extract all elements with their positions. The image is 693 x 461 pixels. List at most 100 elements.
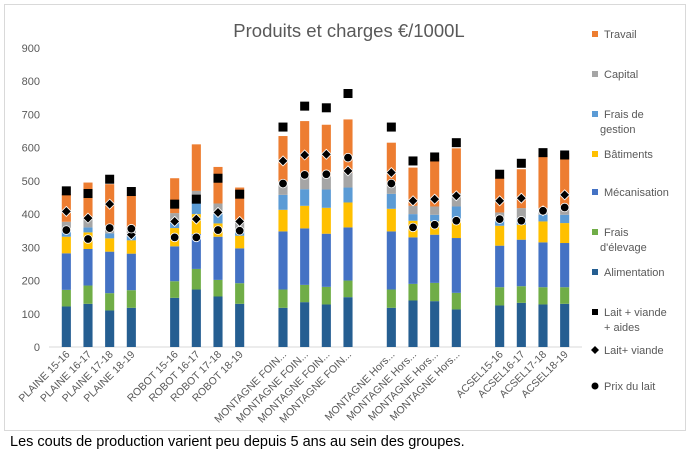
marker-lait-viande-aides xyxy=(213,173,223,183)
bar-segment-b-timents xyxy=(516,224,526,240)
marker-lait-viande-aides xyxy=(126,187,136,197)
marker-lait-viande-aides xyxy=(235,189,245,199)
bar-segment-travail xyxy=(451,148,461,194)
y-axis: 0 100 200 300 400 500 600 700 800 900 xyxy=(22,43,40,354)
marker-prix-du-lait xyxy=(299,170,310,180)
bar-segment-frais-de-gestion xyxy=(278,194,288,210)
bar-segment-b-timents xyxy=(235,235,245,249)
bar-segment-frais-de-gestion xyxy=(300,189,310,206)
marker-lait-viande-aides xyxy=(191,194,201,204)
bar-segment-alimentation xyxy=(451,309,461,347)
bar-segment-alimentation xyxy=(430,301,440,347)
bar-segment-alimentation xyxy=(191,289,201,347)
legend: Travail Capital Frais de gestion Bâtiments Mé… xyxy=(591,29,669,393)
bar-segment-m-canisation xyxy=(516,239,526,287)
marker-lait-viande-aides xyxy=(560,150,570,160)
marker-prix-du-lait xyxy=(104,223,115,233)
y-tick-label: 700 xyxy=(22,109,40,121)
legend-swatch-frais-de-gestion xyxy=(592,111,598,117)
y-tick-label: 200 xyxy=(22,276,40,288)
y-tick-label: 0 xyxy=(34,342,40,354)
bar-segment-capital xyxy=(300,175,310,190)
bar-segment-frais-d-levage xyxy=(191,268,201,290)
marker-lait-viande xyxy=(299,149,311,161)
bar-segment-frais-de-gestion xyxy=(343,187,353,203)
marker-prix-du-lait xyxy=(213,225,223,235)
marker-lait-viande-aides xyxy=(321,103,331,113)
marker-lait-viande xyxy=(320,148,332,160)
bar-segment-b-timents xyxy=(61,236,71,254)
bar-segment-capital xyxy=(343,172,353,188)
legend-swatch-alimentation xyxy=(592,269,598,275)
bar-segment-b-timents xyxy=(538,221,548,243)
marker-prix-du-lait xyxy=(559,202,570,213)
bar-segment-travail xyxy=(560,153,570,207)
marker-prix-du-lait xyxy=(83,234,93,244)
bar-segment-alimentation xyxy=(516,302,526,347)
marker-prix-du-lait xyxy=(516,216,527,226)
bar-segment-alimentation xyxy=(105,310,115,347)
bar-segment-b-timents xyxy=(321,207,331,234)
bar-segment-capital xyxy=(430,206,440,215)
bar-segment-alimentation xyxy=(170,297,180,347)
bar-segment-capital xyxy=(386,183,396,194)
marker-lait-viande-aides xyxy=(61,186,71,196)
legend-label: Lait+ viande xyxy=(604,345,664,357)
bar-segment-frais-d-levage xyxy=(170,281,180,298)
bar-segment-frais-d-levage xyxy=(321,286,331,305)
bar-segment-alimentation xyxy=(386,307,396,347)
bar-segment-m-canisation xyxy=(451,238,461,293)
marker-lait-viande-aides xyxy=(495,169,505,179)
legend-swatch-lait-viande-aides xyxy=(592,309,598,315)
bar-segment-b-timents xyxy=(343,202,353,228)
legend-label: Lait + viande xyxy=(604,307,667,319)
legend-swatch-m-canisation xyxy=(592,189,598,195)
bar-segment-alimentation xyxy=(126,307,136,347)
marker-lait-viande xyxy=(104,198,116,210)
legend-label: Bâtiments xyxy=(604,149,653,161)
bar-segment-alimentation xyxy=(235,303,245,347)
bar-segment-frais-d-levage xyxy=(213,279,223,297)
marker-lait-viande xyxy=(277,155,289,167)
marker-prix-du-lait xyxy=(278,178,288,189)
marker-lait-viande xyxy=(407,195,419,207)
legend-label: + aides xyxy=(604,322,640,334)
bar-segment-capital xyxy=(516,208,526,219)
bar-segment-alimentation xyxy=(408,300,418,347)
bar-segment-m-canisation xyxy=(170,246,180,282)
marker-lait-viande-aides xyxy=(343,89,353,99)
legend-label: Prix du lait xyxy=(604,381,655,393)
bar-segment-frais-de-gestion xyxy=(560,214,570,224)
marker-prix-du-lait xyxy=(451,216,462,226)
legend-swatch-travail xyxy=(592,31,598,37)
bar-segment-frais-d-levage xyxy=(538,287,548,305)
bar-segment-m-canisation xyxy=(386,231,396,290)
bar-segment-frais-de-gestion xyxy=(191,200,201,215)
legend-label: gestion xyxy=(600,124,635,136)
bar-segment-alimentation xyxy=(300,302,310,347)
bar-segment-frais-d-levage xyxy=(516,286,526,303)
bar-segment-frais-d-levage xyxy=(105,293,115,311)
bar-segment-travail xyxy=(126,195,136,229)
bar-segment-frais-de-gestion xyxy=(408,214,418,221)
bar-segment-m-canisation xyxy=(83,248,93,286)
bar-segment-alimentation xyxy=(61,306,71,347)
bar-segment-frais-d-levage xyxy=(495,287,505,306)
marker-lait-viande-aides xyxy=(170,199,180,209)
legend-label: Mécanisation xyxy=(604,187,669,199)
marker-prix-du-lait xyxy=(234,226,245,236)
legend-swatch-b-timents xyxy=(592,151,598,157)
legend-swatch-frais-d-levage xyxy=(592,229,598,235)
bar-segment-frais-de-gestion xyxy=(321,189,331,208)
marker-lait-viande xyxy=(515,192,527,204)
bar-segment-travail xyxy=(343,119,353,173)
marker-lait-viande xyxy=(450,190,462,202)
bar-segment-m-canisation xyxy=(191,234,201,269)
bar-segment-frais-d-levage xyxy=(343,280,353,298)
y-tick-label: 300 xyxy=(22,242,40,254)
bar-segment-frais-de-gestion xyxy=(386,193,396,209)
marker-lait-viande xyxy=(60,205,72,218)
bar-segment-m-canisation xyxy=(430,234,440,283)
caption: Les couts de production varient peu depu… xyxy=(10,434,465,450)
bar-segment-m-canisation xyxy=(105,251,115,294)
